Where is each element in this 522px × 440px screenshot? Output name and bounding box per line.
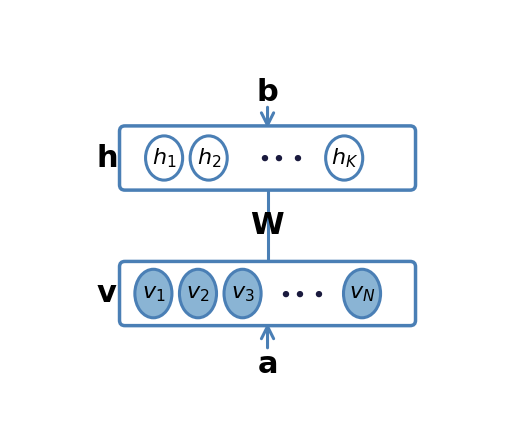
Text: $\mathbf{b}$: $\mathbf{b}$ [256,77,279,106]
Text: $\mathbf{W}$: $\mathbf{W}$ [250,211,285,240]
Ellipse shape [326,136,363,180]
Text: $v_N$: $v_N$ [349,283,375,304]
Ellipse shape [180,269,217,318]
Text: $\bullet\!\bullet\!\bullet$: $\bullet\!\bullet\!\bullet$ [278,283,324,304]
Ellipse shape [135,269,172,318]
Text: $h_1$: $h_1$ [152,146,176,170]
Text: $\mathbf{h}$: $\mathbf{h}$ [97,143,117,172]
Text: $v_2$: $v_2$ [186,283,210,304]
Text: $h_K$: $h_K$ [330,146,358,170]
Ellipse shape [224,269,261,318]
Text: $v_3$: $v_3$ [231,283,254,304]
FancyBboxPatch shape [120,126,416,190]
Ellipse shape [343,269,381,318]
Text: $v_1$: $v_1$ [141,283,165,304]
FancyBboxPatch shape [120,261,416,326]
Text: $\mathbf{a}$: $\mathbf{a}$ [257,350,278,379]
Text: $h_2$: $h_2$ [196,146,221,170]
Text: $\bullet\!\bullet\!\bullet$: $\bullet\!\bullet\!\bullet$ [257,148,303,168]
Ellipse shape [190,136,227,180]
Ellipse shape [146,136,183,180]
Text: $\mathbf{v}$: $\mathbf{v}$ [97,279,118,308]
